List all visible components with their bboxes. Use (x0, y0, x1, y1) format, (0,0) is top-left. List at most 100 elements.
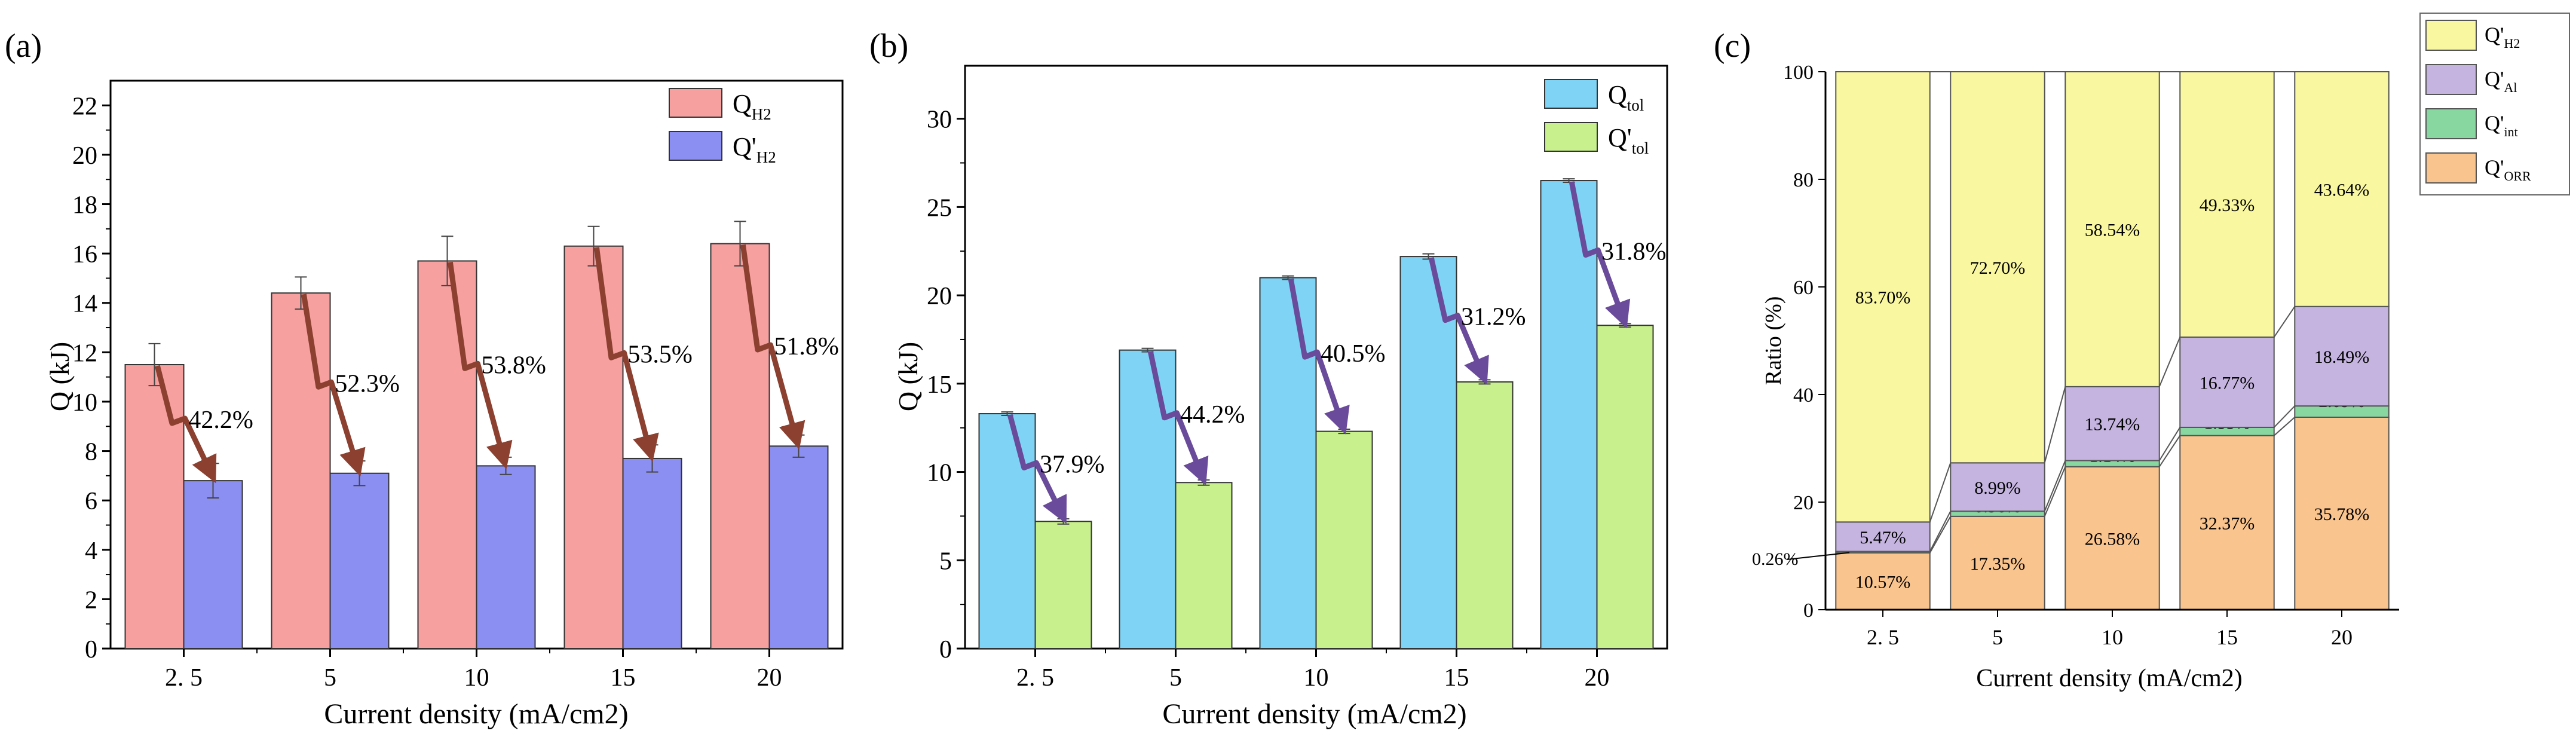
segment-label: 10.57% (1855, 572, 1911, 592)
legend-label: Q'int (2485, 111, 2518, 139)
legend-label: Q'H2 (2485, 23, 2520, 51)
y-tick-label: 4 (85, 537, 97, 565)
bar-series-2 (476, 465, 536, 649)
bar-series-2 (622, 457, 682, 650)
x-tick-label: 2. 5 (1867, 625, 1899, 649)
x-tick-label: 10 (464, 664, 489, 692)
y-tick-label: 60 (1793, 277, 1814, 299)
legend-label: Qtol (1608, 80, 1644, 114)
legend-label: Q'tol (1608, 123, 1649, 157)
y-tick-label: 15 (927, 371, 952, 399)
segment-label: 13.74% (2085, 415, 2140, 435)
y-tick-label: 20 (72, 142, 97, 170)
x-tick-label: 10 (2102, 625, 2123, 649)
segment-label: 83.70% (1855, 288, 1911, 308)
legend-swatch (1544, 122, 1598, 152)
y-tick-label: 20 (927, 283, 952, 310)
stack-connector (2273, 306, 2296, 338)
panel-b-y-axis-label: Q (kJ) (893, 342, 923, 411)
reduction-arrow (593, 247, 659, 462)
segment-label: 18.49% (2314, 347, 2370, 367)
stack-connector (1929, 516, 1952, 554)
panel-b-x-axis-label: Current density (mA/cm2) (1162, 698, 1466, 730)
stack-connector (2274, 405, 2295, 428)
legend-swatch (1544, 79, 1598, 109)
bar-series-2 (1175, 482, 1233, 649)
segment-label: 17.35% (1970, 554, 2026, 574)
bar-series-2 (1456, 381, 1514, 649)
stacked-bar-segment (1950, 515, 2045, 610)
bar-series-1 (271, 292, 331, 649)
y-tick-label: 25 (927, 194, 952, 222)
y-tick-label: 10 (927, 460, 952, 487)
legend-swatch (2425, 64, 2477, 95)
bar-series-1 (563, 245, 624, 649)
stack-connector (1929, 510, 1952, 552)
legend-label: Q'Al (2485, 67, 2517, 95)
segment-label: 8.99% (1974, 478, 2021, 498)
y-tick-label: 22 (72, 93, 97, 120)
stacked-bar-segment (2294, 71, 2390, 307)
y-tick-label: 30 (927, 106, 952, 134)
stacked-bar-segment (1950, 462, 2045, 512)
y-tick-label: 100 (1783, 62, 1814, 84)
stacked-bar-segment (2179, 71, 2275, 338)
reduction-label: 42.2% (188, 406, 253, 434)
y-tick-label: 10 (72, 389, 97, 417)
segment-label: 16.77% (2200, 373, 2255, 393)
panel-b-plot: 0 5 10 15 20 25 30 2. 5 5 10 15 20 37.9% 44.2% 40.5% 31… (927, 65, 1668, 692)
y-tick-label: 16 (72, 241, 97, 268)
segment-label: 72.70% (1970, 258, 2026, 278)
stack-connector (2044, 460, 2066, 512)
legend-swatch (2425, 108, 2477, 139)
legend-label: Q'H2 (733, 132, 776, 166)
bar-series-2 (183, 480, 243, 649)
y-tick-label: 14 (72, 291, 97, 318)
x-tick-label: 20 (2331, 625, 2353, 649)
x-tick-label: 15 (611, 664, 636, 692)
segment-label: 32.37% (2200, 513, 2255, 533)
segment-label: 35.78% (2314, 505, 2370, 524)
reduction-arrow (1288, 278, 1350, 435)
x-tick-label: 10 (1304, 664, 1329, 692)
stacked-bar-segment (2294, 305, 2390, 407)
reduction-label: 31.2% (1461, 304, 1526, 331)
stacked-bar-segment (2179, 435, 2275, 610)
x-tick-label: 2. 5 (1016, 664, 1054, 692)
y-tick-label: 20 (1793, 492, 1814, 514)
stack-connector (2044, 466, 2066, 517)
bar-series-1 (1399, 256, 1457, 650)
y-tick-label: 18 (72, 192, 97, 219)
reduction-label: 37.9% (1040, 451, 1105, 478)
reduction-label: 40.5% (1321, 340, 1386, 368)
segment-label: 5.47% (1860, 528, 1906, 548)
bar-series-1 (1119, 349, 1177, 649)
stack-connector (2158, 337, 2181, 387)
y-tick-label: 40 (1793, 384, 1814, 406)
y-tick-label: 5 (939, 548, 952, 575)
y-tick-label: 6 (85, 488, 97, 515)
reduction-label: 53.8% (481, 351, 546, 379)
panel-c-x-axis-label: Current density (mA/cm2) (1976, 665, 2243, 692)
x-tick-label: 5 (1169, 664, 1182, 692)
bar-series-1 (978, 413, 1036, 650)
stack-connector (2044, 386, 2066, 463)
bar-series-1 (1259, 277, 1317, 649)
y-tick-label: 8 (85, 439, 97, 466)
stacked-bar-segment (2065, 71, 2160, 387)
y-tick-label: 2 (85, 586, 97, 614)
legend-swatch (669, 88, 722, 118)
stack-connector (2158, 427, 2181, 461)
legend-swatch (2425, 20, 2477, 51)
stacked-bar-segment (1950, 71, 2045, 464)
legend-label: QH2 (733, 89, 771, 123)
legend-swatch (2425, 152, 2477, 184)
side-annotation-line (1786, 552, 1850, 560)
x-tick-label: 15 (1444, 664, 1469, 692)
bar-series-1 (710, 243, 770, 649)
segment-label: 43.64% (2314, 180, 2370, 200)
stacked-bar-segment (2179, 336, 2275, 428)
